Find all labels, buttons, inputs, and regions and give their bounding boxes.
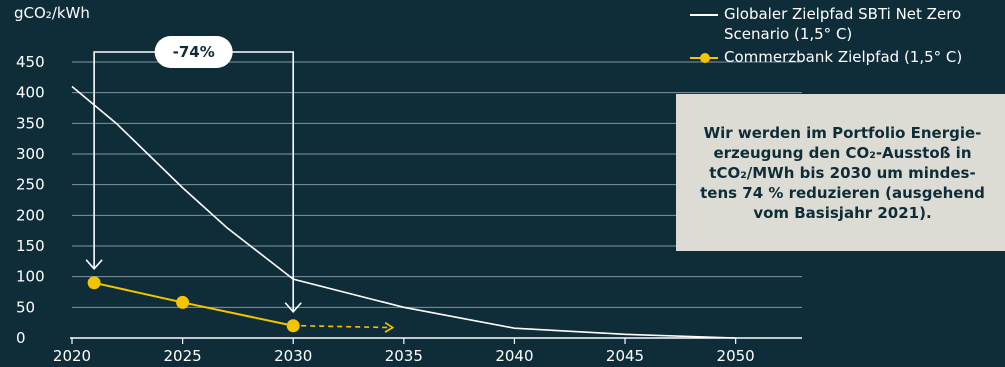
- commerzbank-point-2021: [87, 276, 101, 290]
- axes: 0 50 100 150 200 250 300 350 400 450 2020 2025 2030 2…: [16, 53, 802, 365]
- commerzbank-extension-dashed: [301, 324, 391, 329]
- annotation-arrowhead: [284, 302, 302, 313]
- annotation-badge-label: -74%: [173, 43, 215, 61]
- legend-swatch-yellow-dot: [688, 47, 724, 67]
- callout-text: Wir werden im Portfolio Energie- erzeugu…: [700, 123, 985, 222]
- y-tick-label: 50: [16, 298, 35, 316]
- legend-swatch-white-line: [688, 4, 724, 24]
- y-tick-label: 250: [16, 176, 45, 194]
- commerzbank-point-2030: [286, 319, 300, 333]
- legend: Globaler Zielpfad SBTi Net Zero Scenario…: [688, 4, 962, 67]
- x-tick-label: 2025: [164, 347, 202, 365]
- y-axis-label: gCO₂/kWh: [14, 4, 90, 22]
- x-tick-label: 2020: [53, 347, 91, 365]
- y-tick-label: 450: [16, 53, 45, 71]
- x-tick-label: 2050: [717, 347, 755, 365]
- callout-box: Wir werden im Portfolio Energie- erzeugu…: [676, 94, 1005, 251]
- commerzbank-extension-arrowhead: [384, 322, 395, 333]
- annotation-badge: [154, 36, 233, 68]
- series-layer: [71, 85, 736, 339]
- series-commerzbank-line: [93, 281, 294, 327]
- annotation-bracket: [93, 51, 295, 312]
- y-tick-label: 150: [16, 237, 45, 255]
- reduction-annotation: -74%: [85, 36, 302, 313]
- x-tick-label: 2040: [495, 347, 533, 365]
- y-tick-label: 100: [16, 268, 45, 286]
- legend-label-commerzbank: Commerzbank Zielpfad (1,5° C): [724, 48, 963, 66]
- grid-lines: [72, 61, 802, 308]
- y-tick-label: 350: [16, 114, 45, 132]
- legend-item-commerzbank: Commerzbank Zielpfad (1,5° C): [688, 47, 962, 67]
- legend-item-sbti: Globaler Zielpfad SBTi Net Zero Scenario…: [688, 4, 962, 44]
- y-tick-label: 300: [16, 145, 45, 163]
- y-tick-label: 200: [16, 206, 45, 224]
- commerzbank-point-2025: [176, 295, 190, 309]
- y-tick-label: 400: [16, 84, 45, 102]
- legend-label-sbti: Globaler Zielpfad SBTi Net Zero Scenario…: [724, 5, 962, 43]
- x-tick-label: 2035: [385, 347, 423, 365]
- annotation-arrowhead: [85, 259, 103, 271]
- y-tick-label: 0: [16, 329, 26, 347]
- x-tick-label: 2045: [606, 347, 644, 365]
- x-tick-label: 2030: [274, 347, 312, 365]
